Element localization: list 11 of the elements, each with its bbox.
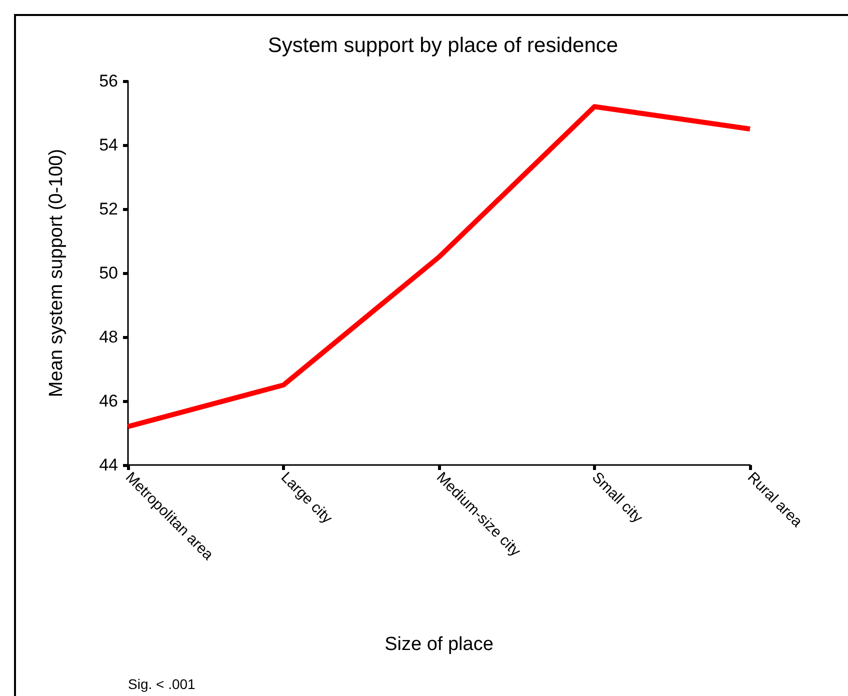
y-tick-label: 54 bbox=[99, 136, 118, 154]
y-tick-label: 56 bbox=[99, 72, 118, 90]
text: Sig. < .001 bbox=[128, 676, 196, 692]
y-tick-label: 44 bbox=[99, 456, 118, 474]
chart-title: System support by place of residence bbox=[268, 34, 618, 57]
y-axis-title: Mean system support (0-100) bbox=[46, 148, 67, 398]
y-tick-label: 52 bbox=[99, 200, 118, 218]
y-tick-label: 48 bbox=[99, 328, 118, 346]
y-tick-label: 46 bbox=[99, 392, 118, 410]
y-tick-label: 50 bbox=[99, 264, 118, 282]
x-axis-title: Size of place bbox=[384, 634, 494, 655]
